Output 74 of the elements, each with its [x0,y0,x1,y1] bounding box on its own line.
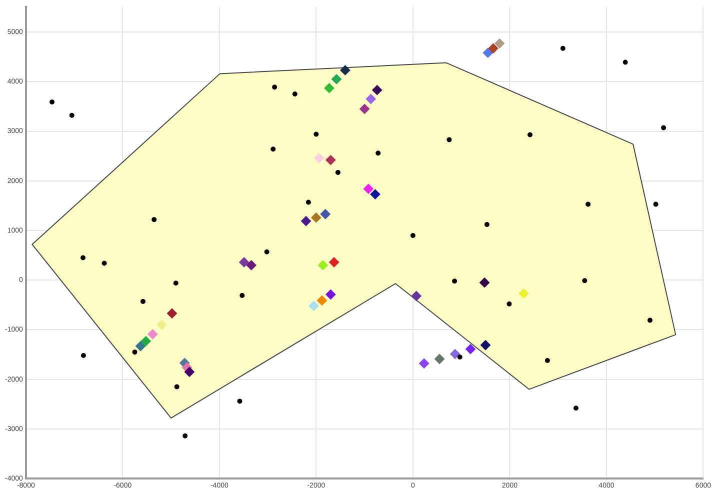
point [102,260,107,266]
point [366,94,376,104]
point [173,280,178,286]
point [661,125,666,130]
point [560,46,566,51]
point [326,155,336,166]
point [544,358,550,363]
point [240,293,245,298]
point [411,290,422,301]
point [324,83,334,94]
point [264,249,270,254]
point [184,366,194,377]
point [466,344,476,354]
point [69,112,74,118]
point [301,216,312,226]
point [246,260,256,270]
point [329,257,340,268]
point [239,257,250,268]
point [320,209,330,220]
point [174,384,180,390]
point [573,406,578,411]
point [140,336,151,346]
point [376,150,381,156]
point [272,84,278,90]
point [340,65,350,76]
point [484,222,490,228]
point [270,146,276,152]
point [653,202,658,207]
point [148,329,158,340]
point [506,301,512,306]
point [370,189,380,200]
point [80,353,86,358]
point [306,200,311,205]
point [372,85,382,96]
point [152,217,157,222]
point [314,132,319,137]
point [582,278,588,284]
point [419,358,430,368]
point [237,398,242,404]
point [335,170,340,175]
point [156,320,167,330]
point [452,278,458,284]
point [136,341,146,352]
point [311,212,322,223]
point [360,104,370,114]
point [518,288,529,299]
point [494,38,505,48]
point [434,354,445,364]
point [446,137,452,142]
point [316,295,327,306]
point [450,349,460,360]
point [528,132,533,138]
point [647,318,652,323]
point [182,433,188,438]
point [318,260,328,270]
point [457,354,462,360]
point [480,278,490,288]
point [482,48,493,58]
point [314,153,324,164]
point [50,99,55,104]
point [326,290,336,300]
point [140,298,146,304]
point [363,184,374,194]
point [410,232,416,238]
point [480,340,491,350]
point [332,74,342,84]
point [622,60,628,65]
point [308,300,319,311]
point [292,92,298,97]
point [80,255,86,260]
point [167,308,178,318]
point [132,350,138,355]
point [488,43,498,54]
point [586,202,591,207]
